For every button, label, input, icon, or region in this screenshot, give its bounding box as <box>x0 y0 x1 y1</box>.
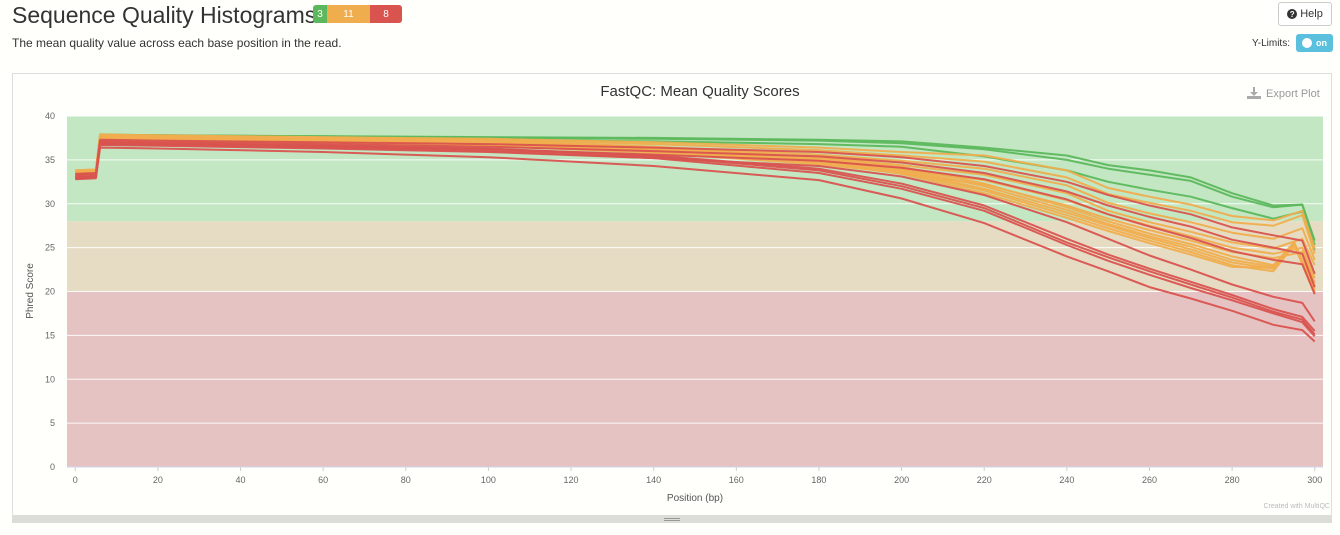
axes: 0 5 10 15 20 25 30 35 40 0 20 40 60 80 100 120 140 160 180… <box>45 111 1323 485</box>
x-tick-label: 100 <box>481 475 496 485</box>
toggle-knob <box>1302 38 1312 48</box>
y-tick-label: 20 <box>45 287 55 297</box>
x-tick-label: 280 <box>1225 475 1240 485</box>
x-tick-label: 160 <box>729 475 744 485</box>
y-tick-label: 30 <box>45 199 55 209</box>
mean-quality-chart: 0 5 10 15 20 25 30 35 40 0 20 40 60 80 100 120 140 160 180… <box>25 83 1323 504</box>
multiqc-credit: Created with MultiQC <box>1263 503 1330 510</box>
warn-count-badge[interactable]: 11 <box>327 5 370 23</box>
help-button[interactable]: ? Help <box>1278 2 1332 26</box>
x-tick-label: 200 <box>894 475 909 485</box>
series-lines <box>75 133 1316 343</box>
export-plot-label: Export Plot <box>1266 87 1320 100</box>
x-axis-label: Position (bp) <box>667 493 723 504</box>
x-tick-label: 220 <box>977 475 992 485</box>
y-axis-label: Phred Score <box>25 263 36 319</box>
ylimits-label: Y-Limits: <box>1252 38 1290 49</box>
y-tick-label: 5 <box>50 418 55 428</box>
fail-count-badge[interactable]: 8 <box>370 5 402 23</box>
x-tick-label: 300 <box>1307 475 1322 485</box>
x-tick-label: 60 <box>318 475 328 485</box>
y-tick-label: 40 <box>45 111 55 121</box>
x-tick-label: 140 <box>646 475 661 485</box>
section-description: The mean quality value across each base … <box>12 36 342 50</box>
chart-title: FastQC: Mean Quality Scores <box>600 83 799 100</box>
series-line-fail-14 <box>75 138 1316 275</box>
x-tick-label: 260 <box>1142 475 1157 485</box>
series-line-fail-20 <box>75 144 1316 322</box>
x-tick-label: 180 <box>811 475 826 485</box>
y-tick-label: 15 <box>45 330 55 340</box>
question-icon: ? <box>1287 9 1298 19</box>
x-tick-label: 240 <box>1059 475 1074 485</box>
page-title: Sequence Quality Histograms <box>12 2 317 28</box>
x-tick-label: 0 <box>73 475 78 485</box>
y-tick-label: 25 <box>45 243 55 253</box>
toggle-state-text: on <box>1316 38 1327 48</box>
y-tick-label: 35 <box>45 155 55 165</box>
y-tick-label: 0 <box>50 462 55 472</box>
y-tick-label: 10 <box>45 374 55 384</box>
x-tick-label: 20 <box>153 475 163 485</box>
plot-panel: 0 5 10 15 20 25 30 35 40 0 20 40 60 80 100 120 140 160 180… <box>12 73 1332 523</box>
help-label: Help <box>1300 8 1323 20</box>
x-tick-label: 120 <box>564 475 579 485</box>
series-line-fail-21 <box>75 146 1316 343</box>
pass-count-badge[interactable]: 3 <box>313 5 327 23</box>
export-plot-button[interactable]: Export Plot <box>1246 87 1320 100</box>
status-badges: 3 11 8 <box>313 5 402 23</box>
download-icon <box>1247 87 1261 99</box>
grip-icon <box>664 517 680 521</box>
ylimits-toggle[interactable]: on <box>1296 34 1333 52</box>
x-tick-label: 80 <box>401 475 411 485</box>
x-tick-label: 40 <box>236 475 246 485</box>
plot-resize-handle[interactable] <box>12 515 1332 523</box>
